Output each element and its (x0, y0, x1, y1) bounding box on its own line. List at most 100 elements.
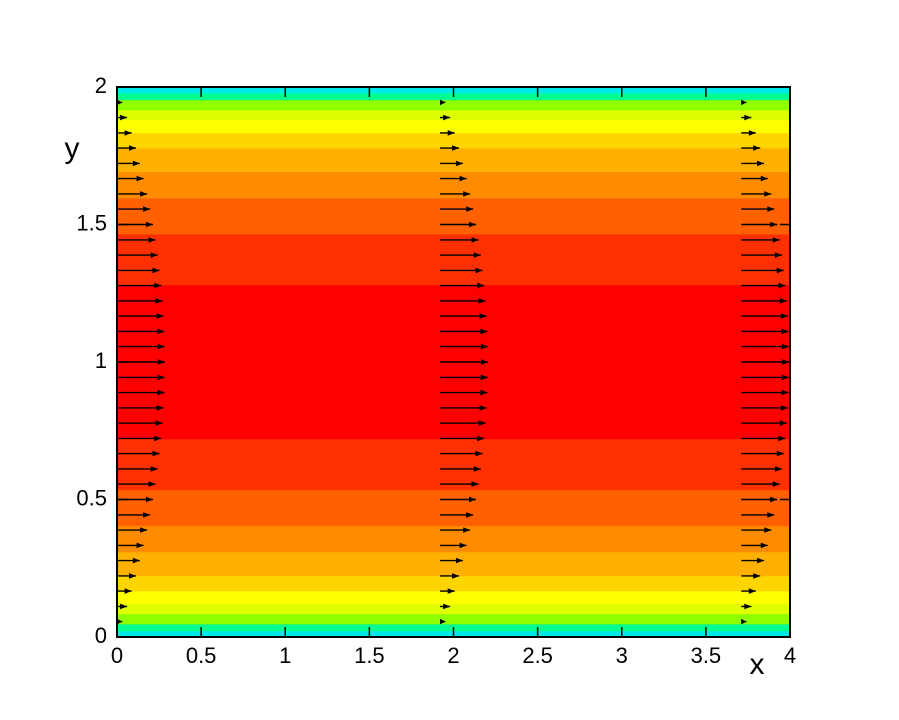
vector-arrow (440, 145, 460, 151)
vector-arrow (117, 282, 162, 289)
vector-arrow (741, 603, 752, 610)
vector-arrow (741, 588, 756, 594)
arrow-head (452, 573, 460, 579)
arrow-head (157, 389, 165, 396)
vector-arrow (440, 374, 488, 381)
vector-arrow (440, 496, 477, 503)
arrow-head (479, 405, 487, 411)
vector-arrow (440, 343, 488, 350)
contour-band (116, 603, 791, 615)
arrow-head (157, 343, 165, 350)
arrow-head (463, 191, 471, 197)
vector-arrow (440, 267, 483, 274)
vector-arrow (117, 435, 162, 442)
arrow-head (132, 557, 140, 564)
arrow-head (117, 99, 123, 106)
vector-arrow (440, 420, 486, 426)
arrow-head (447, 130, 455, 136)
vector-arrow (117, 573, 137, 579)
vector-arrow (117, 557, 140, 564)
vector-arrow (741, 557, 765, 564)
y-tick-label: 0 (95, 623, 107, 648)
arrow-head (480, 359, 488, 365)
vector-arrow (440, 435, 485, 442)
arrow-head (480, 374, 488, 381)
x-axis-label: x (750, 648, 765, 681)
vector-arrow (741, 496, 778, 503)
arrow-head (452, 145, 460, 151)
arrow-head (463, 527, 471, 533)
arrow-head (140, 527, 148, 533)
arrow-head (748, 130, 756, 136)
vector-arrow (741, 145, 761, 151)
arrow-head (764, 527, 772, 533)
arrow-head (744, 603, 752, 610)
arrow-head (748, 588, 756, 594)
x-tick-label: 1.5 (354, 643, 385, 668)
arrow-head (459, 175, 467, 182)
vector-arrow (741, 114, 752, 121)
vector-arrow (741, 237, 780, 243)
vector-arrow (440, 298, 486, 304)
vector-arrow (117, 481, 156, 487)
arrow-head (480, 328, 488, 335)
vector-arrow (440, 450, 483, 457)
arrow-head (129, 145, 137, 151)
arrow-head (781, 374, 789, 381)
arrow-head (459, 542, 467, 549)
vector-arrow (117, 389, 165, 396)
x-tick-label: 2 (447, 643, 459, 668)
vector-arrow (741, 130, 756, 136)
arrow-head (146, 221, 154, 228)
vector-arrow (117, 206, 151, 212)
arrow-head (753, 145, 761, 151)
x-tick-label: 3.5 (691, 643, 722, 668)
vector-arrow (117, 145, 137, 151)
vector-arrow (117, 175, 144, 182)
x-tick-label: 0 (111, 643, 123, 668)
arrow-head (744, 114, 752, 121)
vector-arrow (117, 114, 128, 121)
arrow-head (741, 618, 747, 625)
vector-arrow (117, 512, 151, 518)
arrow-head (772, 481, 780, 487)
arrow-head (132, 160, 140, 167)
x-tick-label: 4 (784, 643, 796, 668)
vector-arrow (117, 374, 165, 381)
vector-arrow (741, 343, 789, 350)
arrow-head (774, 466, 782, 472)
arrow-head (473, 466, 481, 472)
vector-arrow (440, 252, 481, 258)
arrow-head (776, 267, 784, 274)
vector-arrow (741, 450, 784, 457)
arrow-head (152, 267, 160, 274)
x-tick-label: 2.5 (522, 643, 553, 668)
arrow-head (157, 328, 165, 335)
y-tick-label: 2 (95, 73, 107, 98)
arrow-head (124, 588, 132, 594)
y-axis-label: y (65, 132, 80, 165)
arrow-head (770, 221, 778, 228)
vector-arrow (440, 603, 451, 610)
arrow-head (781, 389, 789, 396)
arrow-head (466, 512, 474, 518)
vector-arrow (440, 282, 485, 289)
arrow-head (140, 191, 148, 197)
vector-arrow (440, 588, 455, 594)
arrow-head (779, 298, 787, 304)
arrow-head (471, 481, 479, 487)
arrow-head (471, 237, 479, 243)
arrow-head (767, 206, 775, 212)
vector-arrow (117, 328, 165, 335)
vector-arrow (741, 191, 772, 197)
arrow-head (152, 450, 160, 457)
vector-arrow (440, 130, 455, 136)
vector-arrow (117, 160, 140, 167)
contour-band (116, 99, 791, 111)
contour-band (116, 489, 791, 527)
vector-arrow (440, 237, 479, 243)
arrow-head (770, 496, 778, 503)
vector-arrow (117, 267, 160, 274)
arrow-head (136, 542, 144, 549)
